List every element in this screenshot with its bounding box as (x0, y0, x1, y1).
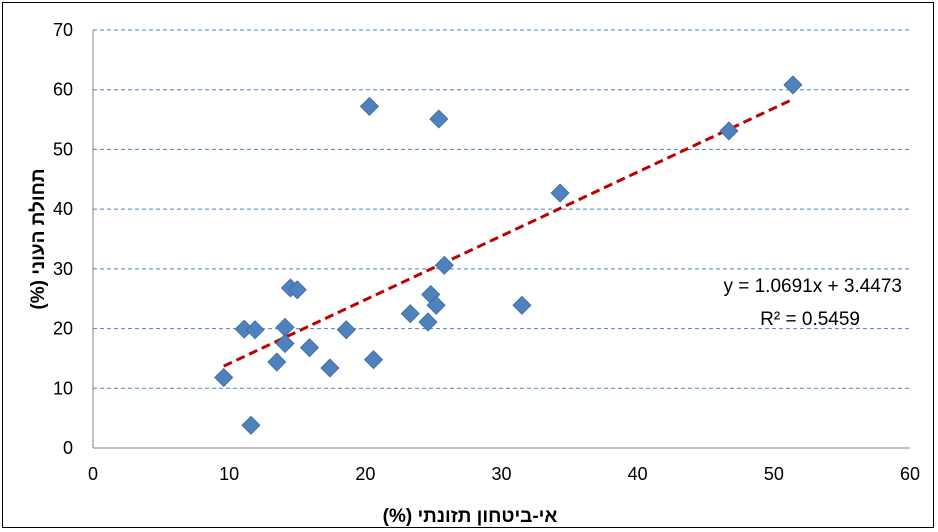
data-point (241, 415, 261, 435)
trendline (223, 97, 794, 368)
data-point (275, 333, 295, 354)
x-axis-title: אי-ביטחון תזונתי (%) (383, 506, 558, 527)
x-tick-label: 10 (219, 464, 239, 484)
y-tick-label: 20 (53, 319, 73, 339)
data-point (512, 295, 532, 315)
y-tick-label: 60 (53, 80, 73, 100)
data-point (299, 338, 320, 358)
data-points (214, 75, 803, 435)
r-squared-label: R² = 0.5459 (760, 309, 860, 330)
data-point (359, 96, 379, 116)
y-tick-labels: 0 10 20 30 40 50 60 70 (53, 20, 73, 458)
y-axis-title: תחולת העוני (%) (28, 168, 49, 309)
data-point (418, 312, 438, 332)
data-point (245, 320, 265, 340)
x-tick-label: 40 (628, 464, 648, 484)
data-point (320, 358, 340, 378)
y-tick-label: 50 (53, 139, 73, 159)
x-tick-label: 20 (355, 464, 375, 484)
y-tick-label: 30 (53, 259, 73, 279)
y-tick-label: 70 (53, 20, 73, 40)
data-point (267, 352, 287, 372)
x-tick-label: 50 (764, 464, 784, 484)
data-point (400, 304, 420, 324)
data-point (429, 109, 449, 129)
gridlines (93, 29, 910, 389)
x-tick-labels: 0 10 20 30 40 50 60 (88, 464, 920, 484)
y-tick-label: 40 (53, 199, 73, 219)
data-point (550, 183, 570, 203)
trendline-equation: y = 1.0691x + 3.4473 (723, 276, 902, 297)
x-tick-label: 30 (491, 464, 511, 484)
data-point (719, 121, 739, 141)
data-point (363, 350, 384, 370)
data-point (287, 280, 307, 300)
data-point (426, 295, 446, 315)
y-tick-label: 0 (63, 438, 73, 458)
y-tick-label: 10 (53, 378, 73, 398)
data-point (434, 255, 454, 275)
data-point (336, 320, 356, 340)
x-tick-label: 60 (900, 464, 920, 484)
data-point (783, 75, 803, 95)
data-point (214, 367, 234, 388)
x-tick-label: 0 (88, 464, 98, 484)
